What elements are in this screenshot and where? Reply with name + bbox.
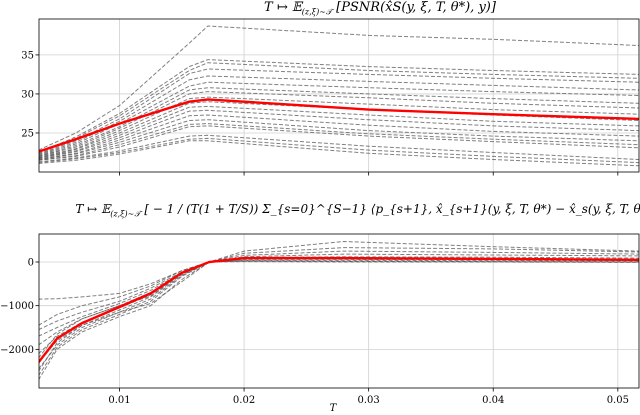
- sample-series-line: [39, 260, 639, 372]
- sample-series-line: [39, 75, 639, 156]
- bottom-chart: 0.01 0.02 0.03 0.04 0.05 −2000 −1000 0 T: [0, 233, 640, 414]
- sample-series-line: [39, 96, 639, 158]
- x-axis-label: T: [330, 403, 338, 414]
- y-tick-label: −2000: [0, 345, 34, 356]
- sample-series-line: [39, 105, 639, 159]
- sample-series-line: [39, 256, 639, 346]
- sample-series-line: [39, 59, 639, 153]
- sample-series-line: [39, 261, 639, 381]
- sample-series-line: [39, 62, 639, 154]
- sample-series-line: [39, 247, 639, 326]
- title-subscript: (z,ξ)∼𝒯: [110, 209, 141, 219]
- bottom-chart-title: T ↦ 𝔼(z,ξ)∼𝒯 [ − 1 / (T(1 + T/S)) Σ_{s=0…: [70, 202, 640, 219]
- sample-series-line: [39, 259, 639, 370]
- title-rest: [PSNR(x̂S(y, ξ, T, θ*), y)]: [332, 0, 496, 15]
- sample-series-line: [39, 137, 639, 164]
- mean-series-line: [39, 256, 639, 364]
- top-chart: 25 30 35: [21, 18, 640, 176]
- sample-series-line: [39, 125, 639, 161]
- sample-series-line: [39, 119, 639, 160]
- x-tick-label: 0.04: [482, 395, 504, 406]
- y-tick-label: 30: [21, 89, 34, 100]
- y-tick-label: 25: [21, 128, 34, 139]
- sample-series-line: [39, 25, 639, 151]
- sample-series-line: [39, 68, 639, 155]
- y-tick-label: 35: [21, 50, 34, 61]
- axes-frame: [38, 233, 640, 389]
- sample-series-line: [39, 134, 639, 163]
- title-main: T ↦ 𝔼: [264, 0, 302, 15]
- sample-series-line: [39, 81, 639, 156]
- title-main: T ↦ 𝔼: [75, 202, 111, 216]
- sample-series-line: [39, 87, 639, 157]
- sample-series-line: [39, 109, 639, 160]
- sample-series-line: [39, 260, 639, 376]
- series-group: [39, 240, 639, 381]
- x-tick-label: 0.05: [607, 395, 629, 406]
- title-rest: [ − 1 / (T(1 + T/S)) Σ_{s=0}^{S−1} ⟨p_{s…: [140, 202, 640, 216]
- y-tick-label: 0: [28, 257, 34, 268]
- series-group: [39, 25, 639, 167]
- y-tick-label: −1000: [0, 301, 34, 312]
- x-tick-label: 0.01: [108, 395, 130, 406]
- title-subscript: (z,ξ)∼𝒯: [301, 7, 333, 17]
- top-chart-title: T ↦ 𝔼(z,ξ)∼𝒯 [PSNR(x̂S(y, ξ, T, θ*), y)]: [80, 0, 640, 18]
- sample-series-line: [39, 123, 639, 161]
- sample-series-line: [39, 250, 639, 331]
- sample-series-line: [39, 91, 639, 157]
- mean-series-line: [39, 98, 639, 153]
- sample-series-line: [39, 140, 639, 167]
- x-tick-label: 0.03: [358, 395, 380, 406]
- sample-series-line: [39, 253, 639, 337]
- x-tick-label: 0.02: [233, 395, 255, 406]
- sample-series-line: [39, 240, 639, 300]
- axes-frame: [38, 18, 640, 173]
- sample-series-line: [39, 114, 639, 160]
